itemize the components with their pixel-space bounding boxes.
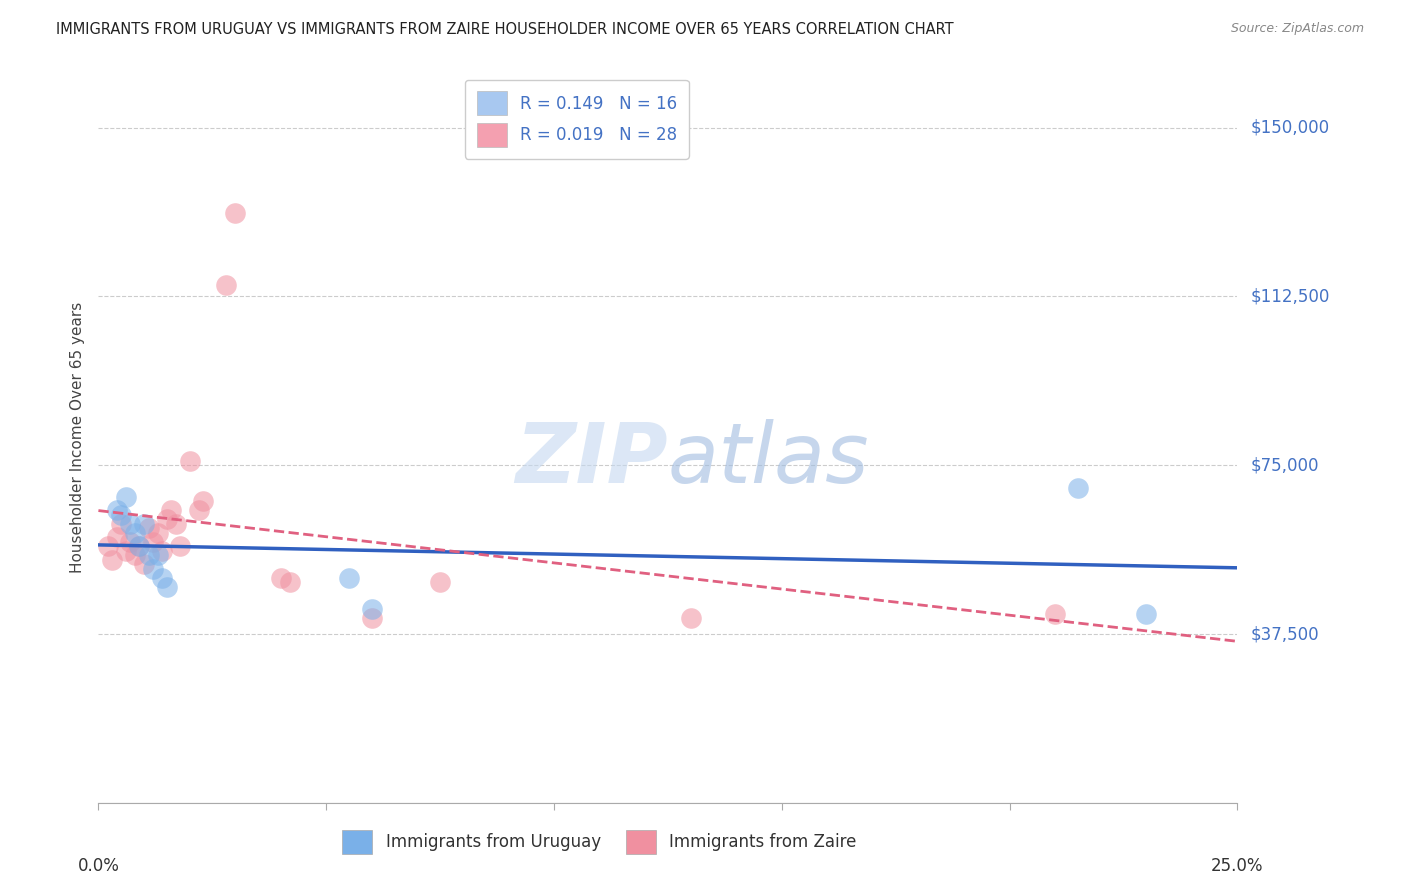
Point (1043, 607, 1066, 621)
Point (429, 575, 451, 590)
Point (360, 602, 382, 616)
Point (120, 534, 142, 549)
Point (160, 503, 183, 517)
Text: atlas: atlas (668, 418, 869, 500)
Point (337, 571, 360, 585)
Point (156, 512, 179, 526)
Point (114, 490, 136, 504)
Text: 0.0%: 0.0% (77, 857, 120, 875)
Point (150, 543, 173, 558)
Point (105, 503, 128, 517)
Point (278, 575, 301, 590)
Point (132, 558, 155, 572)
Point (224, 206, 246, 220)
Point (270, 571, 292, 585)
Point (187, 503, 209, 517)
Point (101, 553, 124, 567)
Point (215, 278, 238, 293)
Point (128, 539, 150, 553)
Point (124, 525, 146, 540)
Point (132, 516, 155, 531)
Point (114, 543, 136, 558)
Point (110, 516, 132, 531)
Point (360, 611, 382, 625)
Legend: Immigrants from Uruguay, Immigrants from Zaire: Immigrants from Uruguay, Immigrants from… (336, 823, 863, 860)
Point (105, 530, 128, 544)
Point (165, 516, 187, 531)
Point (110, 508, 132, 522)
Point (128, 539, 150, 553)
Text: IMMIGRANTS FROM URUGUAY VS IMMIGRANTS FROM ZAIRE HOUSEHOLDER INCOME OVER 65 YEAR: IMMIGRANTS FROM URUGUAY VS IMMIGRANTS FR… (56, 22, 953, 37)
Point (179, 453, 201, 467)
Point (146, 525, 169, 540)
Text: $150,000: $150,000 (1251, 119, 1330, 136)
Point (146, 548, 169, 562)
Text: ZIP: ZIP (515, 418, 668, 500)
Point (138, 521, 160, 535)
Point (156, 580, 179, 594)
Point (120, 516, 142, 531)
Point (124, 548, 146, 562)
Point (1067, 481, 1090, 495)
Text: $75,000: $75,000 (1251, 456, 1319, 475)
Point (142, 562, 165, 576)
Point (679, 611, 702, 625)
Text: 25.0%: 25.0% (1211, 857, 1264, 875)
Text: $112,500: $112,500 (1251, 287, 1330, 305)
Y-axis label: Householder Income Over 65 years: Householder Income Over 65 years (69, 301, 84, 573)
Text: Source: ZipAtlas.com: Source: ZipAtlas.com (1230, 22, 1364, 36)
Point (142, 534, 165, 549)
Point (1135, 607, 1157, 621)
Point (193, 494, 215, 508)
Point (150, 571, 173, 585)
Point (138, 548, 160, 562)
Point (96, 539, 118, 553)
Text: $37,500: $37,500 (1251, 625, 1320, 643)
Point (169, 539, 191, 553)
